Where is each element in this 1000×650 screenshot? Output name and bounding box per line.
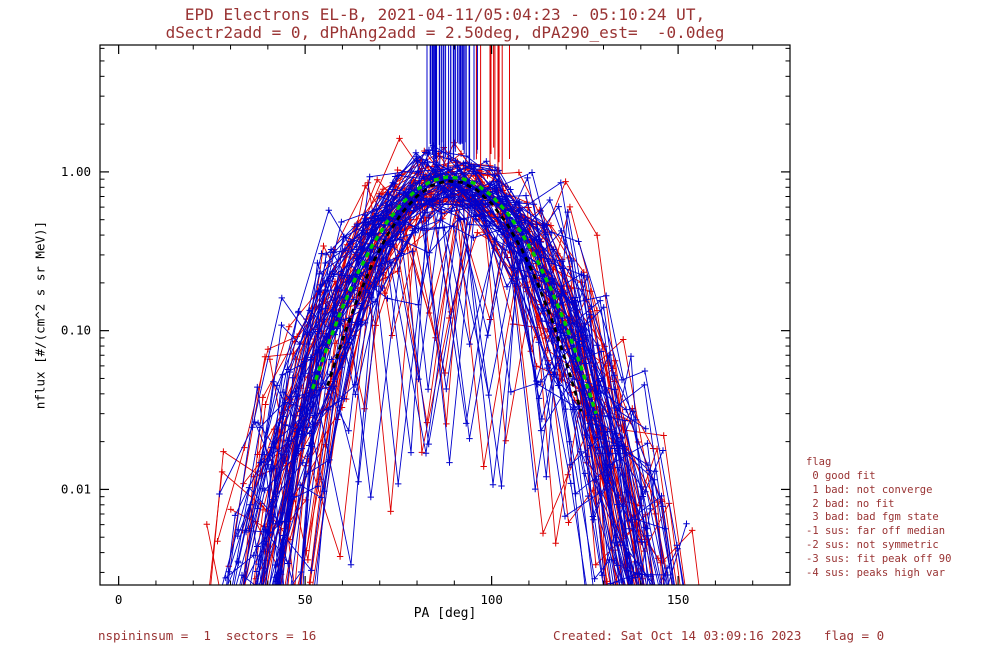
flag-legend-line: -3 sus: fit peak off 90 bbox=[806, 553, 952, 566]
footer-spin-info: nspininsum = 1 sectors = 16 bbox=[98, 628, 317, 643]
flag-legend-line: 1 bad: not converge bbox=[806, 483, 933, 496]
svg-text:100: 100 bbox=[480, 592, 503, 607]
flag-legend-line: 2 bad: no fit bbox=[806, 497, 895, 510]
footer-created-info: Created: Sat Oct 14 03:09:16 2023 flag =… bbox=[553, 628, 885, 643]
svg-text:0.01: 0.01 bbox=[61, 481, 91, 496]
y-axis-label: nflux [#/(cm^2 s sr MeV)] bbox=[32, 220, 48, 410]
svg-text:150: 150 bbox=[667, 592, 690, 607]
plot-title-line2: dSectr2add = 0, dPhAng2add = 2.50deg, dP… bbox=[165, 23, 725, 42]
flag-legend: flag 0 good fit 1 bad: not converge 2 ba… bbox=[806, 456, 951, 581]
flag-legend-title: flag bbox=[806, 456, 832, 468]
svg-text:0.10: 0.10 bbox=[61, 323, 91, 338]
flag-legend-line: 3 bad: bad fgm state bbox=[806, 511, 939, 524]
svg-text:0: 0 bbox=[115, 592, 123, 607]
flag-legend-line: -1 sus: far off median bbox=[806, 525, 946, 538]
flag-legend-line: -4 sus: peaks high var bbox=[806, 566, 946, 579]
flag-legend-line: -2 sus: not symmetric bbox=[806, 539, 939, 552]
flag-legend-line: 0 good fit bbox=[806, 469, 876, 482]
x-axis-label: PA [deg] bbox=[413, 606, 477, 621]
svg-text:50: 50 bbox=[298, 592, 313, 607]
plot-title-line1: EPD Electrons EL-B, 2021-04-11/05:04:23 … bbox=[184, 5, 706, 24]
svg-text:1.00: 1.00 bbox=[61, 164, 91, 179]
